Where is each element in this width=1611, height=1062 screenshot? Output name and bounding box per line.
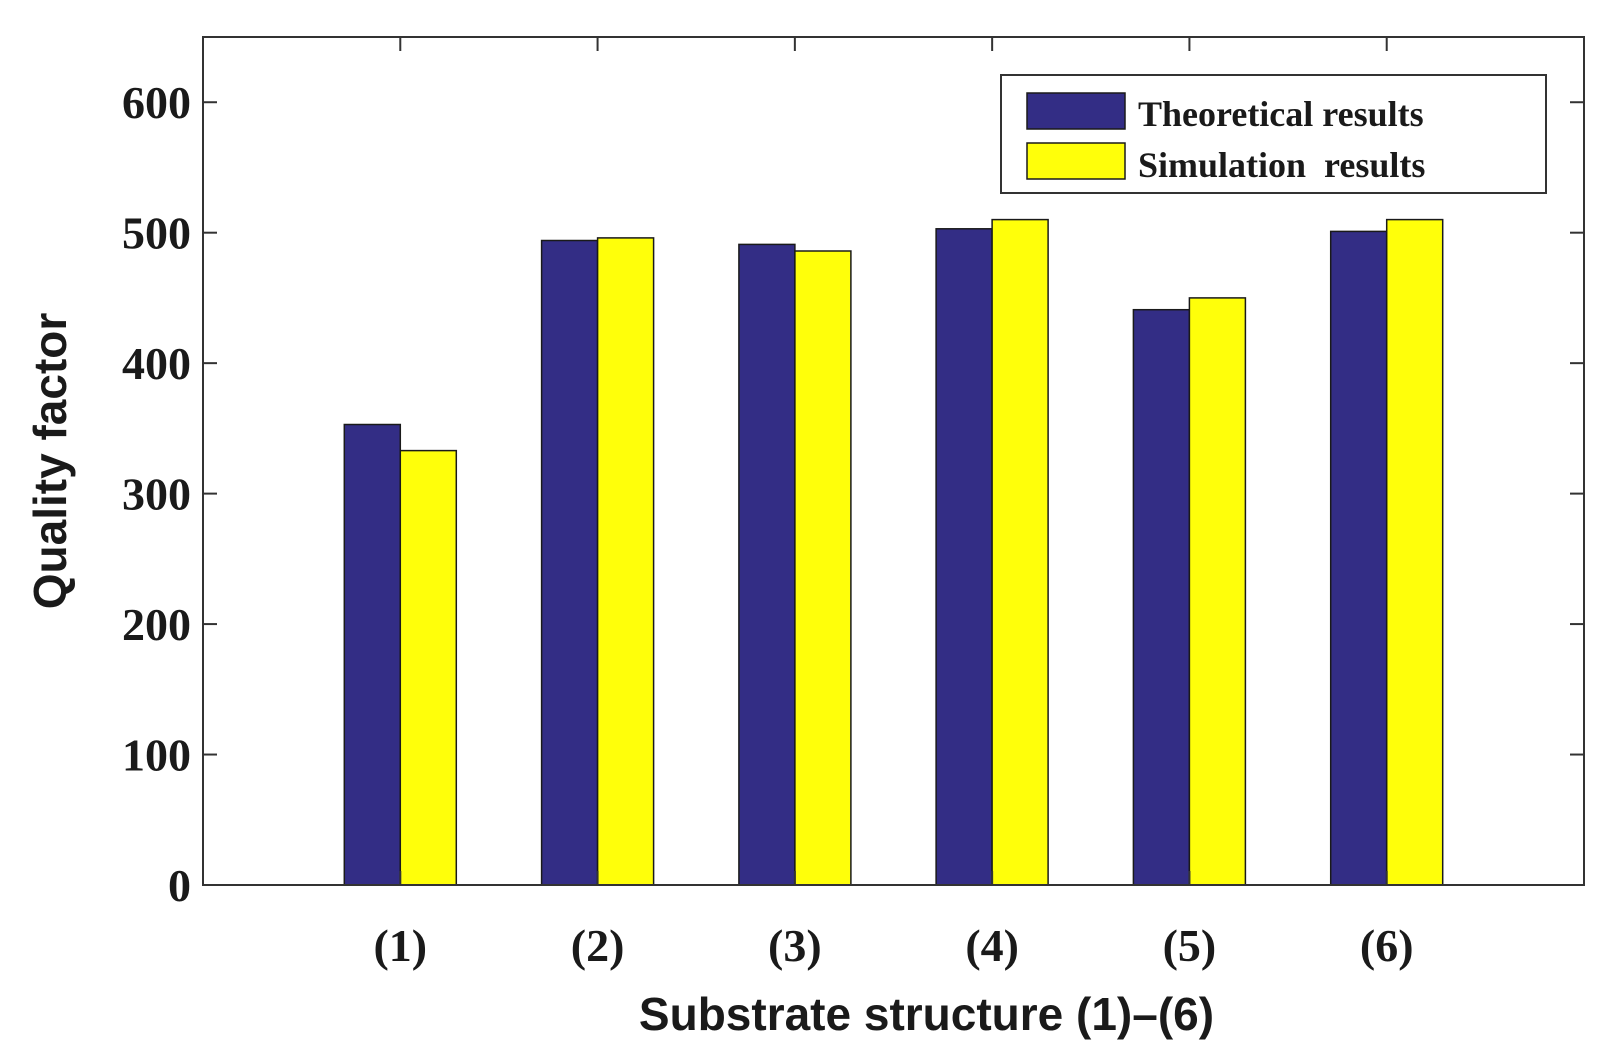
x-axis-ticks: (1) (2) (3) (4) (5) (6) bbox=[373, 37, 1414, 971]
x-tick-label: (2) bbox=[571, 920, 625, 971]
y-tick-label: 100 bbox=[122, 730, 191, 781]
bar-simulation-5 bbox=[1188, 297, 1247, 886]
legend-swatch-simulation bbox=[1026, 142, 1126, 180]
axes-frame bbox=[202, 36, 1585, 886]
y-tick-label: 400 bbox=[122, 338, 191, 389]
x-tick-label: (1) bbox=[373, 920, 427, 971]
legend-swatch-theoretical bbox=[1026, 92, 1126, 130]
y-tick-label: 300 bbox=[122, 469, 191, 520]
bar-theoretical-2 bbox=[540, 239, 599, 886]
x-tick-label: (6) bbox=[1360, 920, 1414, 971]
bar-theoretical-6 bbox=[1329, 230, 1388, 886]
bar-simulation-6 bbox=[1385, 218, 1444, 886]
bar-theoretical-4 bbox=[935, 228, 993, 886]
x-tick-label: (5) bbox=[1163, 920, 1217, 971]
bar-theoretical-5 bbox=[1132, 308, 1191, 886]
bar-simulation-3 bbox=[794, 250, 852, 886]
bar-simulation-4 bbox=[991, 218, 1049, 886]
y-tick-label: 600 bbox=[122, 77, 191, 128]
legend-label-simulation: Simulation results bbox=[1138, 145, 1425, 185]
y-axis-ticks: 0 100 200 300 400 500 600 bbox=[122, 77, 1584, 911]
x-axis-label: Substrate structure (1)–(6) bbox=[639, 988, 1214, 1040]
bar-theoretical-1 bbox=[343, 423, 402, 886]
y-axis-label: Quality factor bbox=[24, 313, 76, 610]
y-tick-label: 200 bbox=[122, 599, 191, 650]
bar-simulation-2 bbox=[596, 237, 655, 886]
legend-label-theoretical: Theoretical results bbox=[1138, 94, 1424, 134]
x-tick-label: (4) bbox=[965, 920, 1019, 971]
bars bbox=[343, 218, 1444, 886]
y-tick-label: 0 bbox=[168, 860, 191, 911]
legend: Theoretical results Simulation results bbox=[1000, 74, 1547, 194]
bar-simulation-1 bbox=[399, 449, 458, 886]
bar-theoretical-3 bbox=[738, 243, 796, 886]
x-tick-label: (3) bbox=[768, 920, 822, 971]
axes bbox=[202, 36, 1585, 886]
y-tick-label: 500 bbox=[122, 208, 191, 259]
